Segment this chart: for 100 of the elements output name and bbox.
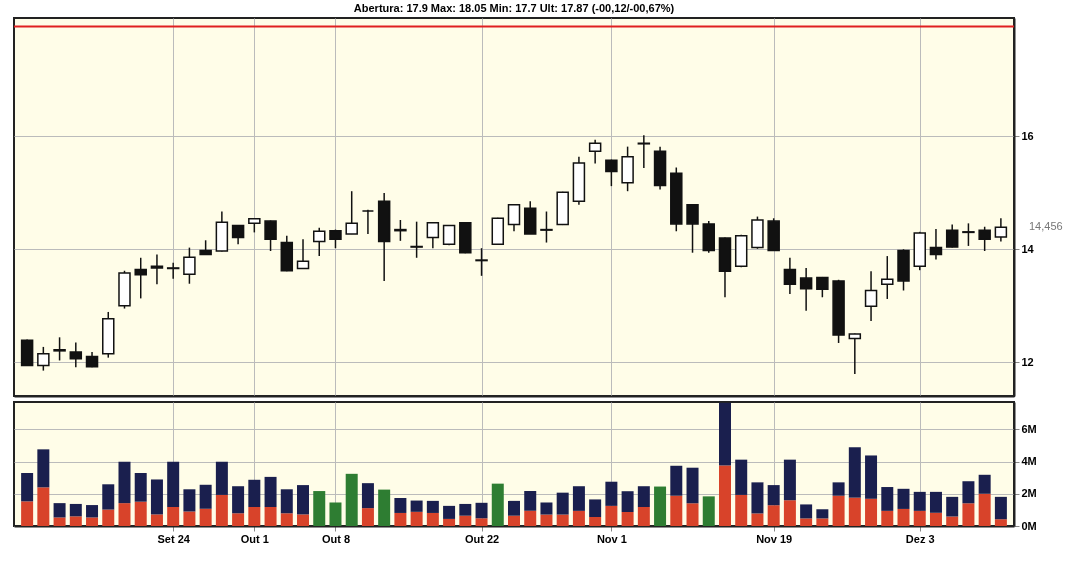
bar: [491, 483, 504, 526]
bar: [102, 509, 115, 526]
bar: [21, 501, 34, 526]
bar: [248, 507, 261, 526]
bar: [881, 487, 894, 511]
candlestick: [264, 219, 277, 252]
bar: [150, 514, 163, 526]
bar: [118, 503, 131, 526]
bar: [816, 509, 829, 519]
bar: [297, 514, 310, 526]
bar: [735, 494, 748, 526]
bar: [86, 505, 99, 518]
bar: [280, 489, 293, 514]
bar: [848, 497, 861, 526]
bar: [21, 473, 34, 502]
bar: [183, 489, 196, 512]
y-tick-label: 6M: [1021, 422, 1037, 435]
candlestick: [426, 221, 440, 249]
bar: [53, 517, 66, 526]
bar: [264, 476, 277, 507]
bar: [767, 505, 780, 526]
bar: [540, 514, 553, 526]
bar: [215, 494, 228, 526]
bar: [297, 485, 310, 515]
candlestick: [69, 341, 83, 368]
bar: [426, 512, 439, 526]
bar: [994, 519, 1007, 526]
bar: [686, 503, 699, 526]
bar: [637, 507, 650, 526]
x-tick-label: Out 22: [464, 532, 500, 545]
bar: [621, 511, 634, 526]
x-tick-label: Dez 3: [905, 532, 935, 545]
bar: [670, 495, 683, 526]
bar: [199, 508, 212, 526]
candlestick: [605, 158, 618, 187]
chart-subtitle: Abertura: 17.9 Max: 18.05 Min: 17.7 Ult: 17.87 (-00,12/-00,67%): [353, 2, 675, 14]
bar: [69, 503, 82, 517]
bar: [686, 467, 699, 504]
bar: [86, 517, 99, 526]
y-tick-label: 14: [1021, 242, 1035, 255]
bar: [848, 447, 861, 498]
bar: [929, 491, 942, 513]
bar: [962, 481, 975, 504]
candlestick: [37, 346, 50, 372]
candlestick: [540, 210, 553, 244]
bar: [280, 513, 293, 526]
bar: [264, 507, 277, 526]
candlestick: [978, 226, 991, 252]
bar: [508, 515, 520, 526]
bar: [150, 479, 163, 515]
candlestick: [296, 238, 310, 270]
x-tick-label: Nov 19: [756, 532, 793, 545]
bar: [865, 455, 878, 499]
bar: [215, 461, 228, 495]
bar: [654, 486, 667, 526]
bar: [134, 473, 147, 502]
y-tick-label: 4M: [1021, 455, 1037, 468]
candlestick: [945, 223, 959, 249]
x-tick-label: Out 1: [240, 532, 269, 545]
bar: [572, 486, 585, 511]
candlestick: [962, 222, 975, 247]
candlestick: [686, 203, 699, 254]
bar: [459, 503, 472, 516]
bar: [735, 459, 748, 495]
y-tick-label: 2M: [1021, 487, 1037, 500]
bar: [702, 496, 715, 526]
bar: [475, 518, 488, 526]
bar: [929, 512, 942, 526]
candlestick: [150, 253, 164, 286]
bar: [37, 449, 50, 488]
bar: [248, 479, 261, 507]
bar: [443, 518, 456, 526]
candlestick: [864, 270, 878, 322]
candlestick: [507, 203, 521, 233]
bar: [718, 402, 731, 466]
bar: [556, 514, 569, 526]
bar: [475, 502, 488, 519]
bar: [751, 513, 764, 526]
bar: [605, 481, 618, 506]
bar: [102, 484, 115, 510]
bar: [345, 473, 358, 526]
bar: [946, 516, 959, 526]
bar: [978, 474, 991, 494]
candlestick: [410, 220, 423, 259]
bar: [556, 492, 569, 515]
candlestick: [994, 217, 1008, 243]
bar: [426, 500, 439, 513]
bar: [69, 516, 82, 526]
y-tick-label: 0M: [1021, 519, 1037, 532]
bar: [167, 507, 180, 526]
bar: [913, 491, 926, 511]
bar: [621, 491, 634, 512]
candlestick: [313, 227, 326, 257]
candlestick: [848, 332, 862, 375]
candlestick: [929, 228, 943, 261]
bar: [361, 508, 374, 526]
bar: [53, 503, 66, 518]
candlestick: [637, 134, 651, 169]
bar: [865, 498, 878, 526]
bar: [378, 489, 391, 526]
